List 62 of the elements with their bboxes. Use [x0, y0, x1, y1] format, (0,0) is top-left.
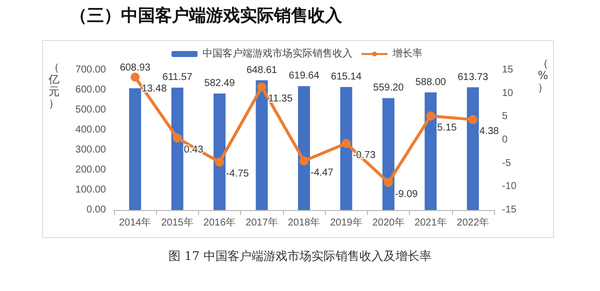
bar [298, 86, 310, 210]
y2-tick-label: 10 [502, 88, 514, 99]
y-tick-label: 400.00 [75, 124, 106, 136]
legend-label: 增长率 [392, 48, 422, 60]
x-tick-label: 2019年 [330, 216, 362, 228]
bar [256, 80, 268, 210]
data-label: 608.93 [120, 62, 151, 74]
point [130, 72, 140, 82]
y-tick-label: 600.00 [75, 84, 106, 96]
x-tick-label: 2016年 [203, 216, 236, 228]
point [215, 158, 224, 167]
bar [382, 98, 394, 210]
chart-title: （三）中国客户端游戏实际销售收入 [70, 5, 342, 27]
point [468, 115, 478, 124]
data-label: 582.49 [204, 78, 236, 89]
x-tick-label: 2017年 [246, 216, 278, 228]
y-tick-label: 200.00 [75, 164, 106, 176]
x-tick-label: 2015年 [161, 216, 194, 228]
data-label: -4.47 [310, 167, 334, 178]
y-tick-label: 300.00 [75, 144, 106, 156]
point [426, 111, 436, 120]
x-tick-label: 2020年 [372, 216, 405, 228]
y2-tick-label: 5 [502, 111, 508, 122]
data-label: -9.09 [394, 188, 418, 200]
data-label: -4.75 [226, 168, 250, 180]
y2-tick-label: -15 [502, 204, 517, 216]
y-tick-label: 0.00 [86, 204, 106, 216]
data-label: 588.00 [415, 76, 446, 88]
point [172, 133, 182, 142]
data-label: 4.38 [479, 126, 500, 138]
bar [129, 88, 142, 210]
y2-tick-label: 0 [502, 134, 508, 146]
caption: 图 17 中国客户端游戏市场实际销售收入及增长率 [168, 248, 432, 265]
data-label: 615.14 [330, 71, 362, 82]
y-tick-label: 100.00 [75, 184, 106, 196]
y2-tick-label: -10 [502, 181, 517, 192]
y2-tick-label: -5 [502, 158, 512, 169]
point [342, 138, 351, 148]
x-tick-label: 2018年 [288, 216, 320, 228]
bar [171, 88, 184, 210]
bar [424, 92, 437, 210]
x-tick-label: 2014年 [118, 216, 152, 228]
bar [466, 87, 479, 210]
data-label: 611.57 [162, 72, 193, 84]
y-tick-label: 700.00 [75, 64, 106, 76]
bar [214, 94, 226, 210]
legend-label: 中国客户端游戏市场实际销售收入 [202, 48, 352, 60]
y-axis-title: （亿元） [48, 61, 60, 110]
y2-axis-title: （%） [536, 57, 550, 94]
point [384, 178, 393, 187]
data-label: 613.73 [458, 72, 489, 83]
data-label: 5.15 [437, 122, 458, 134]
data-label: 648.61 [246, 64, 278, 76]
x-tick-label: 2021年 [414, 216, 447, 228]
y2-tick-label: 15 [502, 64, 514, 76]
x-tick-label: 2022年 [456, 216, 490, 228]
y-tick-label: 500.00 [75, 104, 106, 116]
point [300, 156, 308, 166]
data-label: 559.20 [373, 82, 404, 94]
data-label: 619.64 [288, 70, 320, 82]
bar [340, 86, 352, 210]
point [257, 82, 266, 92]
